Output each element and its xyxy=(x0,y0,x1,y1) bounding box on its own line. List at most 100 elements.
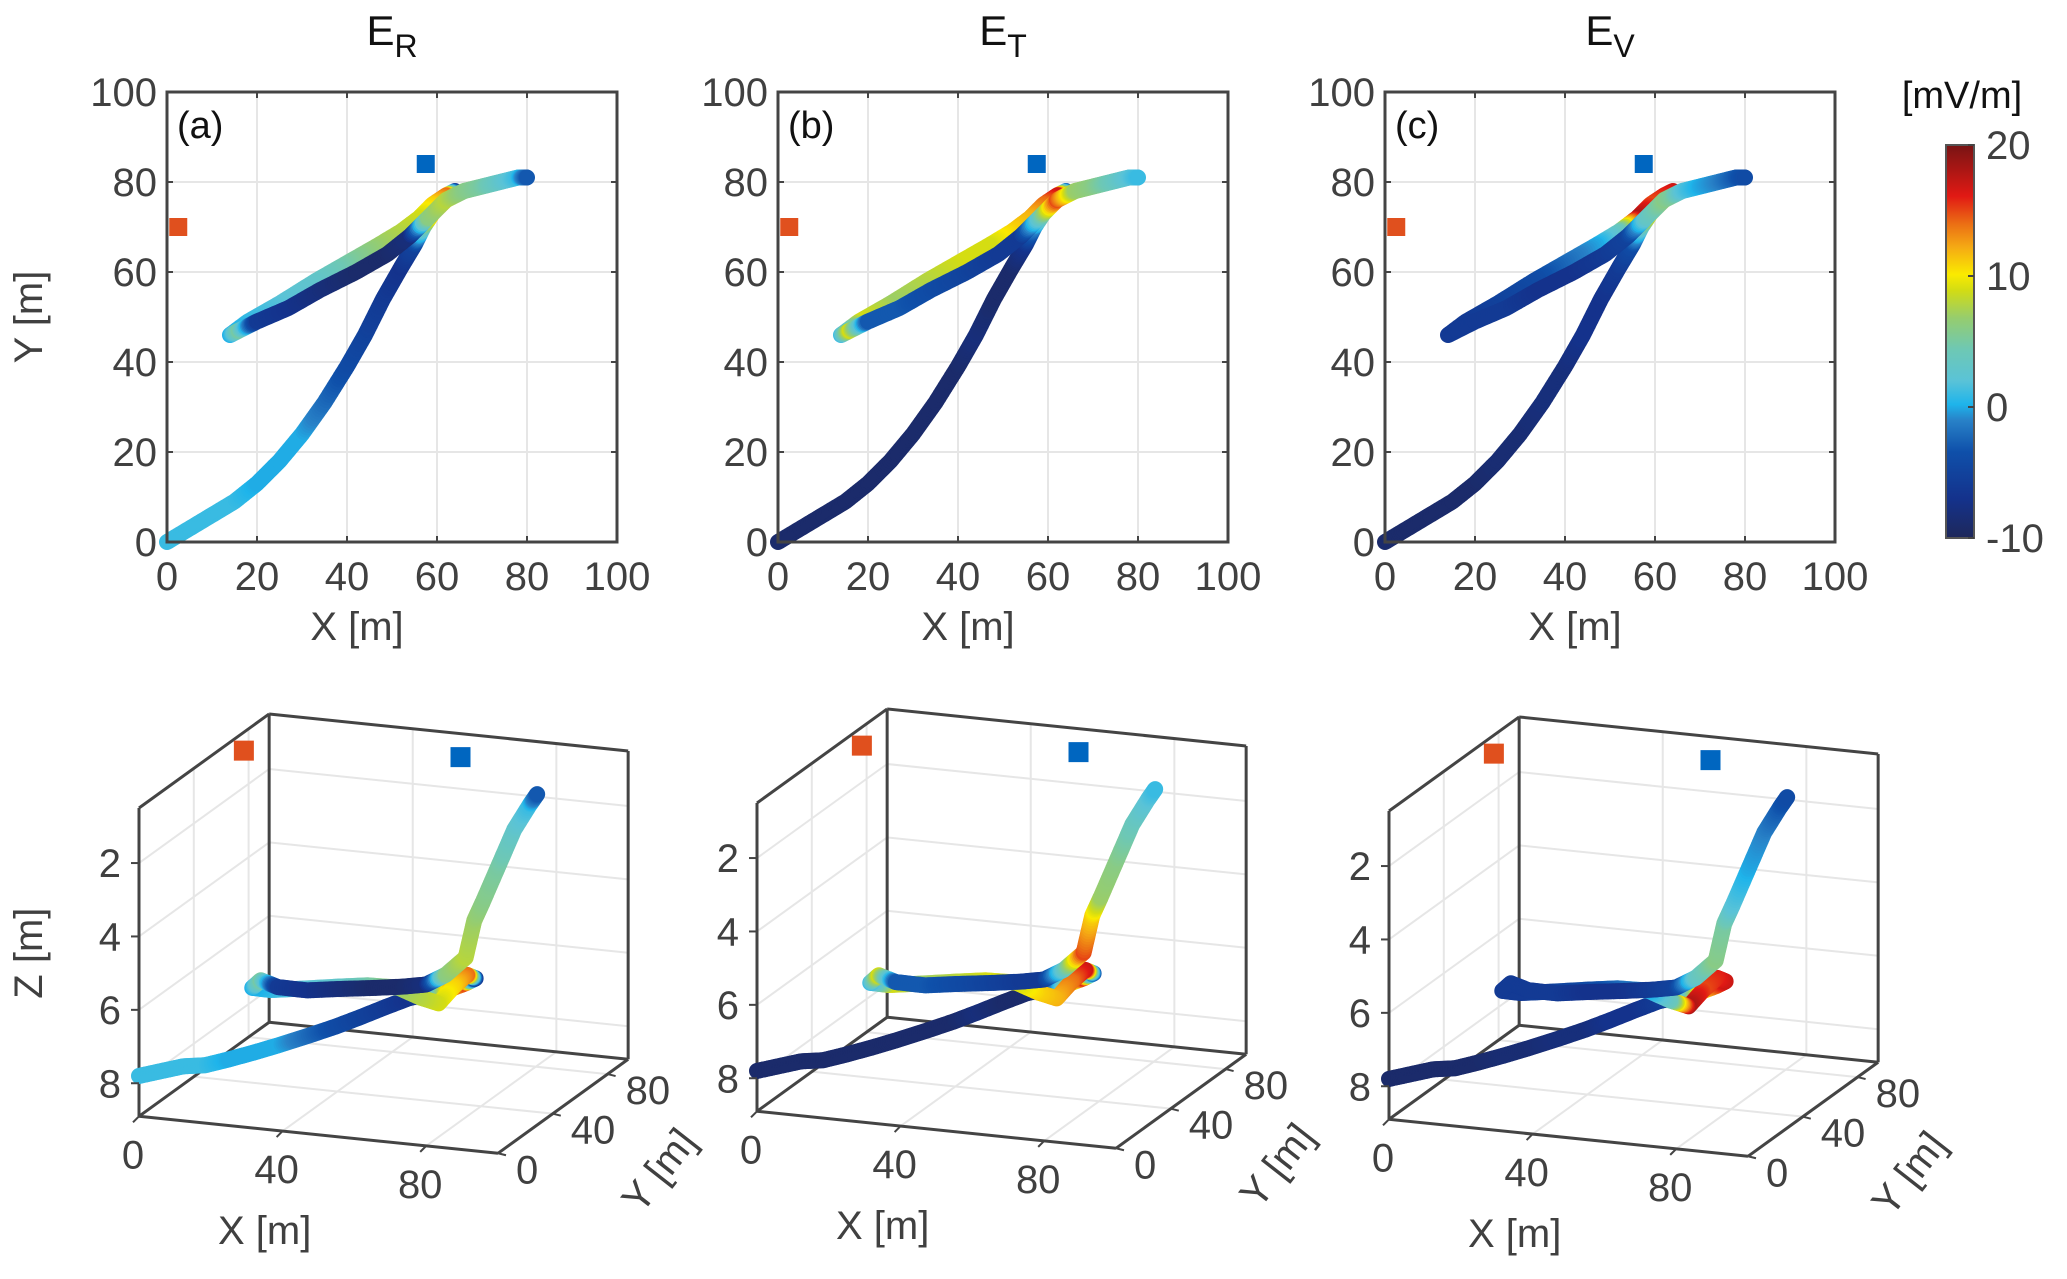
axes-edge xyxy=(886,707,1247,748)
x-tick-label: 100 xyxy=(1195,555,1262,599)
data-point xyxy=(529,786,546,803)
y-tick-label: 40 xyxy=(571,1109,616,1153)
x-tick-label: 40 xyxy=(1504,1151,1549,1195)
data-point xyxy=(1130,169,1146,186)
x-tick-label: 0 xyxy=(156,555,178,599)
x-tick-label: 80 xyxy=(398,1163,443,1207)
x-tick-label: 40 xyxy=(254,1148,299,1192)
grid-line xyxy=(887,836,1247,876)
blue-square-marker xyxy=(1700,750,1721,771)
x-tick xyxy=(893,1125,902,1133)
z-tick-label: 4 xyxy=(1349,918,1371,962)
grid-line xyxy=(1388,771,1520,867)
x-tick-label: 0 xyxy=(1372,1136,1394,1180)
z-tick-label: 2 xyxy=(99,842,121,886)
y-tick xyxy=(607,1073,616,1078)
z-tick-label: 2 xyxy=(1349,845,1371,889)
y-tick-label: 80 xyxy=(1876,1072,1921,1116)
data-point xyxy=(1737,169,1753,186)
axes-edge xyxy=(138,1114,499,1155)
y-tick-label: 100 xyxy=(90,71,157,115)
panel-a-title: ER xyxy=(366,7,417,64)
grid-line xyxy=(1519,771,1879,810)
y-axis-label: Y [m] xyxy=(7,271,51,364)
x-tick-label: 60 xyxy=(1026,555,1071,599)
x-tick-label: 60 xyxy=(415,555,460,599)
y-tick-label: 0 xyxy=(135,521,157,565)
x-tick-label: 20 xyxy=(1453,555,1498,599)
axes-edge xyxy=(756,1109,1117,1150)
y-tick xyxy=(1225,1068,1234,1073)
z-tick-label: 6 xyxy=(717,984,739,1028)
panel-2d-a: ER 00 20 20 40 40 60 60 80 80 100 100 X [m] Y [m] (a) xyxy=(7,7,650,649)
x-tick-label: 80 xyxy=(1723,555,1768,599)
grid-line xyxy=(269,914,629,954)
orange-square-marker xyxy=(1483,743,1504,764)
y-tick-label: 40 xyxy=(1331,341,1376,385)
y-tick-label: 20 xyxy=(724,431,769,475)
x-tick xyxy=(1669,1148,1677,1156)
grid-line xyxy=(269,768,629,807)
x-tick xyxy=(1382,1118,1390,1126)
axes-edge xyxy=(1388,1117,1749,1158)
x-tick-label: 0 xyxy=(740,1128,762,1172)
z-tick-label: 6 xyxy=(99,989,121,1033)
z-axis-label: Z [m] xyxy=(7,908,51,999)
y-tick xyxy=(552,1112,562,1117)
y-tick-label: 100 xyxy=(701,71,768,115)
x-tick xyxy=(1525,1133,1534,1141)
y-tick-label: 20 xyxy=(113,431,158,475)
orange-square-marker xyxy=(851,735,872,756)
panel-b-title: ET xyxy=(979,7,1027,64)
x-tick-label: 100 xyxy=(584,555,651,599)
y-tick-label: 0 xyxy=(516,1148,538,1192)
panel-2d-b: ET 00 20 20 40 40 60 60 80 80 100 100 X [m] (b) xyxy=(701,7,1261,649)
colorbar: [mV/m] 20 10 0 -10 xyxy=(1902,75,2044,561)
y-tick-label: 0 xyxy=(1353,521,1375,565)
x-axis-label: X [m] xyxy=(1468,1212,1561,1256)
axes-edge xyxy=(1747,1061,1880,1158)
y-tick-label: 80 xyxy=(113,161,158,205)
y-tick-label: 80 xyxy=(626,1069,671,1113)
x-axis-label: X [m] xyxy=(921,605,1014,649)
grid-line xyxy=(887,909,1247,949)
orange-square-marker xyxy=(1387,218,1406,236)
grid-line xyxy=(1443,1078,1803,1118)
y-tick-label: 40 xyxy=(1189,1104,1234,1148)
data-point xyxy=(1147,781,1164,798)
orange-square-marker xyxy=(169,218,188,236)
grid-line xyxy=(811,1070,1171,1110)
blue-square-marker xyxy=(1068,742,1089,763)
grid-line xyxy=(756,836,888,933)
x-tick xyxy=(132,1115,140,1123)
grid-line xyxy=(193,1075,553,1115)
y-tick-label: 60 xyxy=(724,251,769,295)
axes-box xyxy=(165,90,619,544)
panel-c-title: EV xyxy=(1585,7,1635,64)
x-tick-label: 80 xyxy=(505,555,550,599)
axes-edge xyxy=(756,707,889,805)
grid-line xyxy=(756,909,888,1006)
x-axis-label: X [m] xyxy=(836,1204,929,1248)
grid-line xyxy=(269,841,629,881)
y-tick-label: 20 xyxy=(1331,431,1376,475)
x-axis-label: X [m] xyxy=(310,605,403,649)
blue-square-marker xyxy=(1027,155,1046,173)
blue-square-marker xyxy=(450,747,471,768)
axes-box xyxy=(1383,90,1837,544)
y-tick xyxy=(1857,1076,1866,1081)
z-tick-label: 2 xyxy=(717,837,739,881)
y-tick-label: 60 xyxy=(1331,251,1376,295)
x-tick-label: 0 xyxy=(122,1133,144,1177)
y-axis-label: Y [m] xyxy=(1864,1124,1956,1224)
x-axis-label: X [m] xyxy=(1528,605,1621,649)
y-tick-label: 60 xyxy=(113,251,158,295)
panel-label: (b) xyxy=(788,105,834,147)
axes-edge xyxy=(1518,715,1879,756)
x-tick xyxy=(1037,1140,1045,1148)
y-axis-label: Y [m] xyxy=(1232,1116,1324,1216)
z-tick-label: 6 xyxy=(1349,992,1371,1036)
